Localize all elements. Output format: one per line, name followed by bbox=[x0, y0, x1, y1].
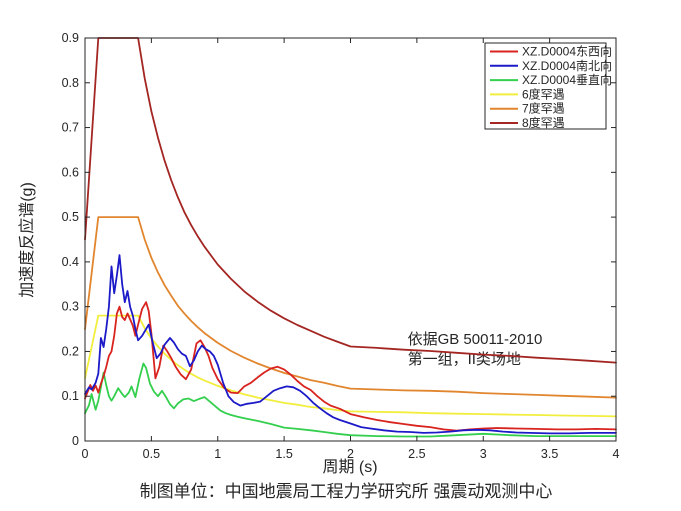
x-tick-label: 0.5 bbox=[143, 447, 160, 461]
series-line-ew bbox=[84, 301, 617, 432]
y-tick-label: 0.6 bbox=[62, 165, 79, 179]
figure-caption: 制图单位：中国地震局工程力学研究所 强震动观测中心 bbox=[140, 482, 553, 501]
annotation-line-1: 依据GB 50011-2010 bbox=[408, 331, 543, 348]
x-tick-label: 1.5 bbox=[275, 447, 292, 461]
x-tick-label: 0 bbox=[82, 447, 89, 461]
y-tick-label: 0.4 bbox=[62, 255, 79, 269]
legend-box bbox=[484, 42, 607, 130]
series-line-rare8 bbox=[84, 37, 617, 364]
x-tick-label: 4 bbox=[613, 447, 620, 461]
y-tick-label: 0.5 bbox=[62, 210, 79, 224]
x-tick-label: 3.5 bbox=[541, 447, 558, 461]
legend-label-rare6: 6度罕遇 bbox=[522, 86, 565, 101]
series-line-rare7 bbox=[84, 216, 617, 399]
legend-label-rare7: 7度罕遇 bbox=[522, 101, 565, 116]
x-tick-label: 3 bbox=[480, 447, 487, 461]
y-tick-label: 0.9 bbox=[62, 31, 79, 45]
legend-label-rare8: 8度罕遇 bbox=[522, 115, 565, 130]
x-axis-title: 周期 (s) bbox=[322, 458, 377, 476]
y-tick-label: 0 bbox=[72, 434, 79, 448]
x-tick-label: 1 bbox=[214, 447, 221, 461]
y-tick-label: 0.3 bbox=[62, 300, 79, 314]
legend-label-ud: XZ.D0004垂直向 bbox=[522, 72, 612, 87]
y-tick-label: 0.2 bbox=[62, 344, 79, 358]
legend-label-ew: XZ.D0004东西向 bbox=[522, 44, 612, 59]
y-axis-title: 加速度反应谱(g) bbox=[17, 182, 36, 298]
x-tick-label: 2.5 bbox=[408, 447, 425, 461]
x-tick-label: 2 bbox=[347, 447, 354, 461]
legend-label-ns: XZ.D0004南北向 bbox=[522, 58, 612, 73]
y-tick-label: 0.7 bbox=[62, 121, 79, 135]
y-tick-label: 0.1 bbox=[62, 389, 79, 403]
series-line-ns bbox=[84, 254, 617, 435]
series-line-ud bbox=[84, 362, 617, 438]
y-tick-label: 0.8 bbox=[62, 76, 79, 90]
